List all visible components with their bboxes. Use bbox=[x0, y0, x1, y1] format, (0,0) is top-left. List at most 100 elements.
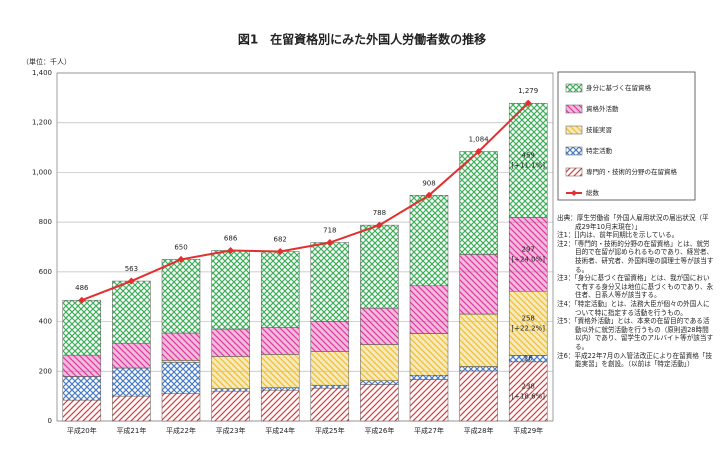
total-marker bbox=[276, 247, 284, 255]
bar-segment bbox=[310, 384, 350, 389]
total-marker bbox=[227, 246, 235, 254]
legend-swatch bbox=[565, 167, 583, 177]
legend-label: 総数 bbox=[586, 188, 600, 197]
total-marker bbox=[375, 221, 383, 229]
total-marker bbox=[524, 99, 532, 107]
bar-segment bbox=[260, 251, 300, 328]
total-marker bbox=[127, 277, 135, 285]
note: 注6：平成22年7月の入管法改正により在留資格「技能実習」を創設。（以前は「特定… bbox=[557, 351, 713, 369]
bar-segment bbox=[459, 151, 498, 255]
bar-segment bbox=[112, 280, 151, 344]
chart-title: 図1 在留資格別にみた外国人労働者数の推移 bbox=[238, 32, 486, 47]
total-marker bbox=[78, 296, 86, 304]
data-label: 686 bbox=[224, 234, 238, 242]
bar-segment bbox=[360, 344, 399, 381]
plot-frame bbox=[56, 72, 554, 422]
change-label: [+11.1%] bbox=[511, 161, 545, 169]
data-label: 1,084 bbox=[469, 136, 490, 144]
x-tick-label: 平成26年 bbox=[364, 426, 394, 435]
bar-segment bbox=[409, 333, 449, 376]
bar-segment bbox=[360, 224, 399, 309]
legend-label: 特定活動 bbox=[586, 146, 613, 155]
data-label: 486 bbox=[75, 284, 89, 292]
note: 注1：[]内は、前年同期比を示している。 bbox=[557, 231, 679, 240]
x-tick-label: 平成29年 bbox=[513, 426, 543, 435]
legend-swatch bbox=[565, 146, 583, 156]
bar-segment bbox=[409, 375, 449, 380]
bar-segment bbox=[211, 328, 250, 357]
bar-segment bbox=[260, 327, 300, 355]
bar-segment bbox=[161, 360, 201, 363]
y-tick-label: 400 bbox=[39, 318, 52, 326]
change-label: [+22.2%] bbox=[511, 324, 545, 332]
data-label: 563 bbox=[125, 265, 138, 273]
total-marker bbox=[326, 239, 334, 247]
bar-segment bbox=[112, 367, 151, 397]
bar-segment bbox=[459, 370, 498, 422]
x-tick-label: 平成28年 bbox=[464, 426, 494, 435]
legend-swatch bbox=[565, 125, 583, 135]
bar-segment bbox=[310, 321, 350, 352]
legend-label: 資格外活動 bbox=[586, 104, 619, 113]
note: 注2：「専門的・技術的分野の在留資格」とは、就労目的で在留が認められるものであり… bbox=[557, 239, 714, 274]
bar-segment bbox=[112, 342, 151, 369]
bar-segment bbox=[508, 361, 548, 422]
y-tick-label: 0 bbox=[48, 417, 52, 425]
data-label: 238 bbox=[522, 382, 535, 390]
bar-segment bbox=[409, 379, 449, 422]
bar-segment bbox=[161, 259, 201, 334]
bar-segment bbox=[260, 389, 300, 422]
data-label: 650 bbox=[174, 243, 187, 251]
unit-label: （単位：千人） bbox=[22, 57, 71, 66]
y-tick-label: 200 bbox=[39, 367, 52, 375]
data-label: 718 bbox=[323, 227, 336, 235]
legend-swatch bbox=[565, 83, 583, 93]
bar-segment bbox=[112, 395, 151, 422]
bar-segment bbox=[508, 103, 548, 218]
data-label: 682 bbox=[274, 235, 287, 243]
bar-segment bbox=[260, 354, 300, 388]
bar-segment bbox=[161, 393, 201, 422]
bar-segment bbox=[508, 290, 548, 356]
bar-segment bbox=[409, 285, 449, 334]
bar-segment bbox=[161, 332, 201, 361]
note: 注5：「資格外活動」とは、本来の在留目的である活動以外に就労活動を行うもの（原則… bbox=[557, 317, 714, 351]
bar-segment bbox=[62, 399, 102, 422]
bar-segment bbox=[211, 250, 250, 330]
legend-swatch bbox=[571, 190, 577, 196]
note: 出典：厚生労働省「外国人雇用状況の届出状況（平成29年10月末現在）」 bbox=[557, 214, 709, 231]
bar-segment bbox=[161, 362, 201, 394]
data-label: 459 bbox=[522, 151, 535, 159]
bar-segment bbox=[62, 299, 102, 356]
bar-segment bbox=[459, 366, 498, 372]
notes: 出典：厚生労働省「外国人雇用状況の届出状況（平成29年10月末現在）」 注1：[]… bbox=[557, 214, 715, 369]
bar-segment bbox=[508, 217, 548, 292]
bar-segment bbox=[211, 388, 250, 392]
bar-segment bbox=[62, 376, 102, 401]
bar-segment bbox=[260, 387, 300, 391]
bar-segment bbox=[310, 387, 350, 422]
data-label: 1,279 bbox=[518, 87, 538, 95]
data-label: 788 bbox=[373, 209, 386, 217]
y-tick-label: 600 bbox=[39, 268, 52, 276]
x-tick-label: 平成20年 bbox=[67, 426, 97, 435]
legend-label: 専門的・技術的分野の在留資格 bbox=[586, 167, 678, 176]
data-label: 908 bbox=[422, 179, 435, 187]
y-tick-label: 1,400 bbox=[32, 69, 52, 77]
total-marker bbox=[425, 191, 433, 199]
bar-segment bbox=[409, 195, 449, 287]
legend-label: 技能実習 bbox=[586, 125, 612, 134]
bar-segment bbox=[211, 390, 250, 422]
change-label: [+18.6%] bbox=[511, 392, 545, 400]
x-tick-label: 平成24年 bbox=[265, 426, 295, 435]
bar-segment bbox=[459, 254, 498, 315]
change-label: [+24.0%] bbox=[511, 255, 545, 263]
total-marker bbox=[177, 255, 185, 263]
bar-segment bbox=[310, 242, 350, 322]
legend-label: 身分に基づく在留資格 bbox=[586, 83, 652, 92]
data-label: 26 bbox=[524, 355, 533, 363]
note: 注3：「身分に基づく在留資格」とは、我が国において有する身分又は地位に基づくもの… bbox=[557, 274, 714, 300]
y-tick-label: 800 bbox=[39, 218, 52, 226]
